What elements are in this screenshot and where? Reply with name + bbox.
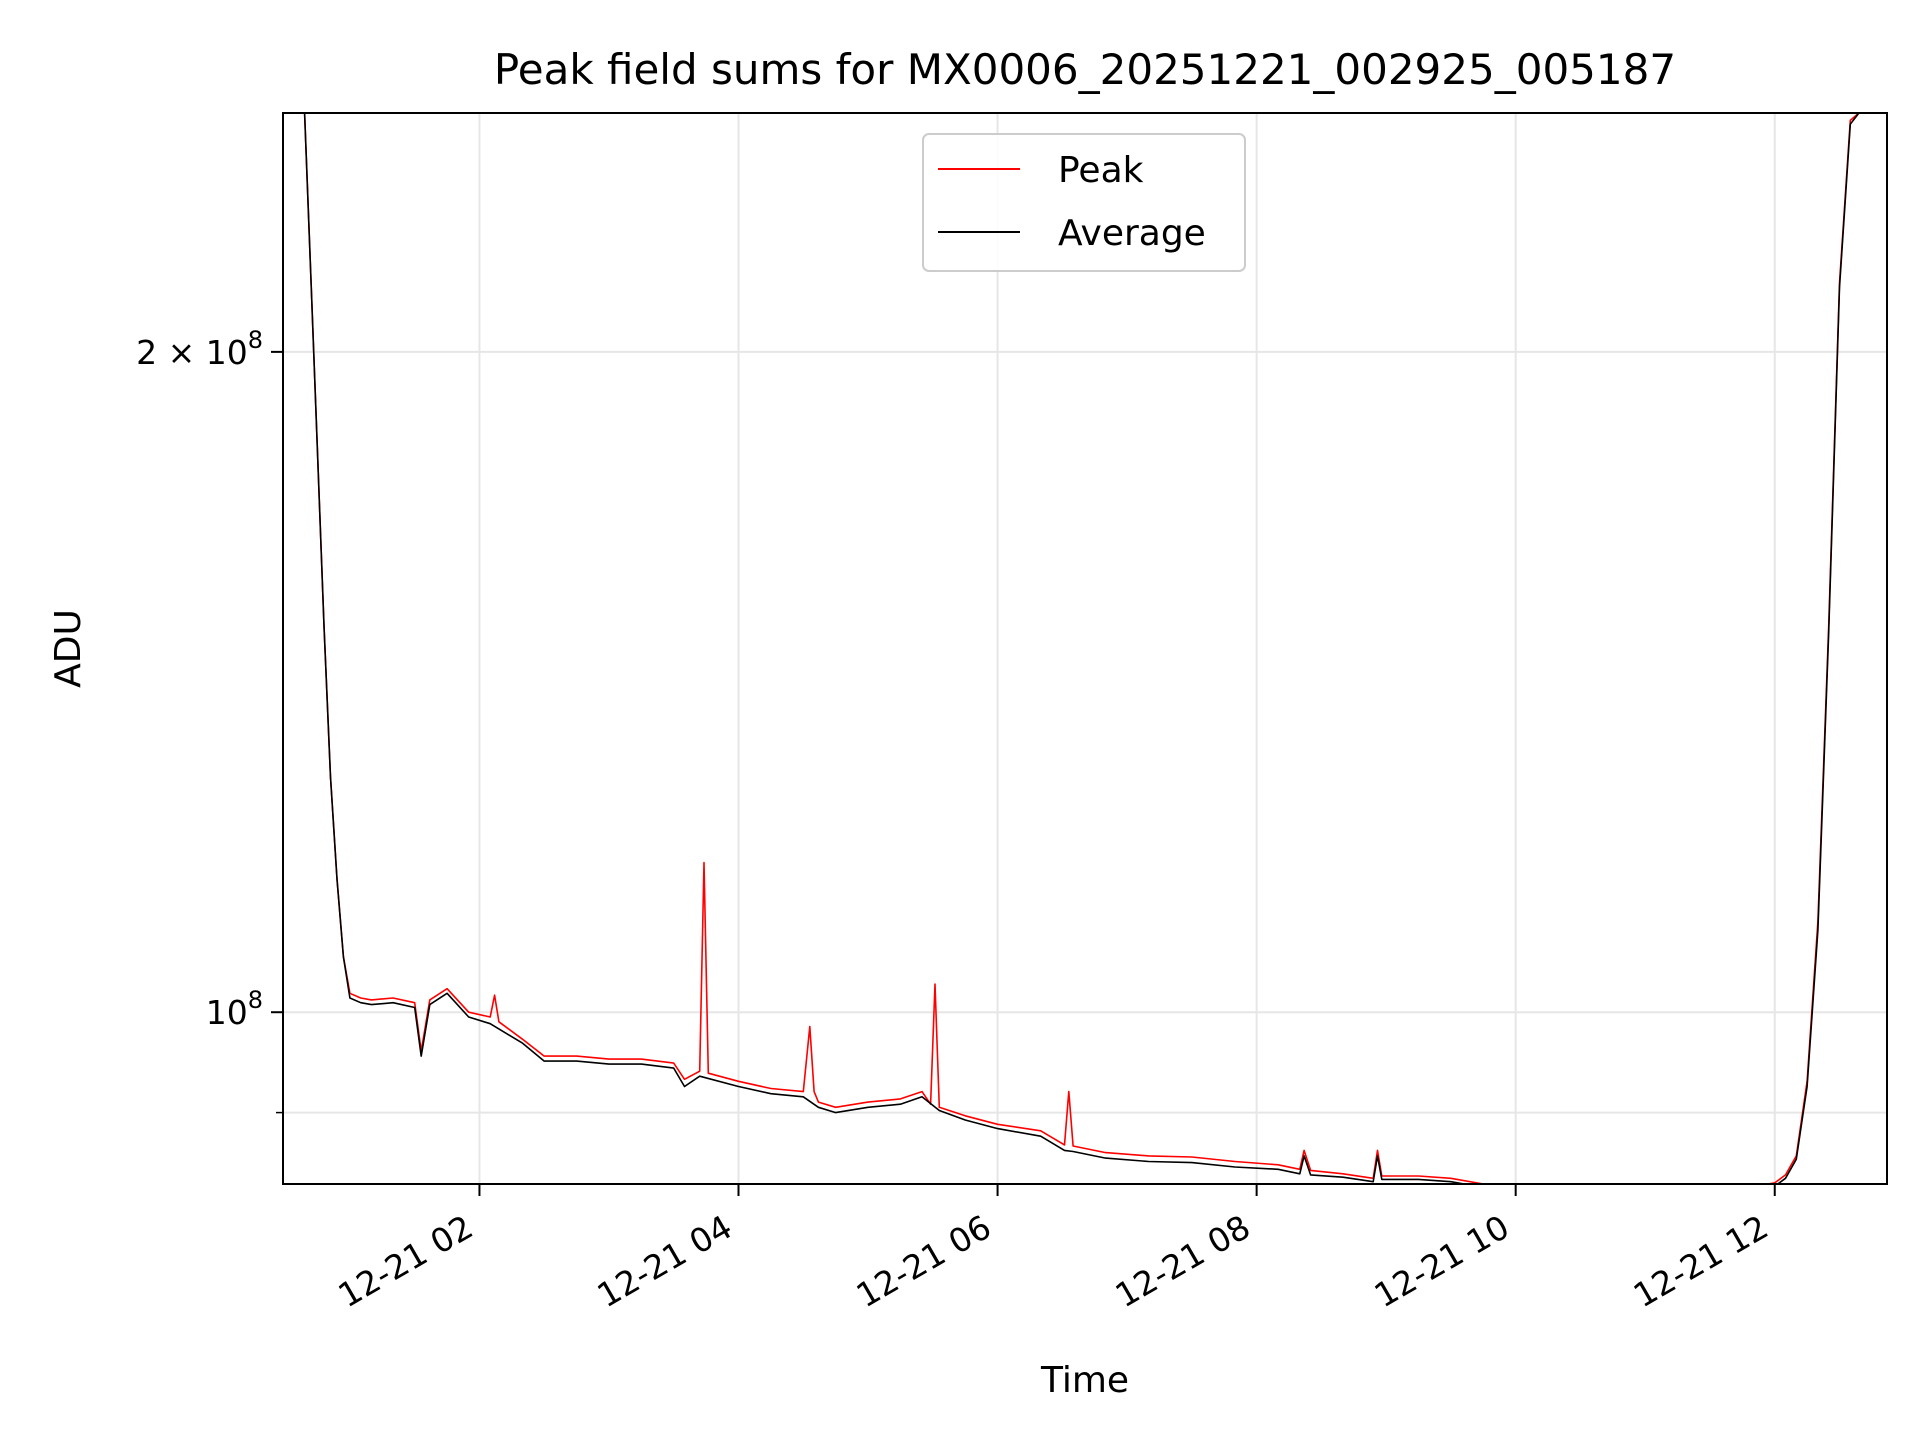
y-axis: 108 2 × 108 [136, 326, 283, 1114]
series-line-average [303, 113, 1860, 1184]
axes-frame [282, 112, 1888, 1185]
legend: Peak Average [922, 133, 1246, 272]
chart-title: Peak field sums for MX0006_20251221_0029… [494, 45, 1676, 94]
y-tick-label: 108 [206, 986, 263, 1032]
legend-label-average: Average [1058, 213, 1206, 254]
y-axis-label: ADU [48, 609, 89, 688]
y-tick-label: 2 × 108 [136, 326, 263, 372]
series-layer [303, 113, 1860, 1184]
grid-lines [283, 113, 1887, 1184]
legend-label-peak: Peak [1058, 150, 1144, 191]
x-axis-label: Time [1040, 1360, 1129, 1401]
